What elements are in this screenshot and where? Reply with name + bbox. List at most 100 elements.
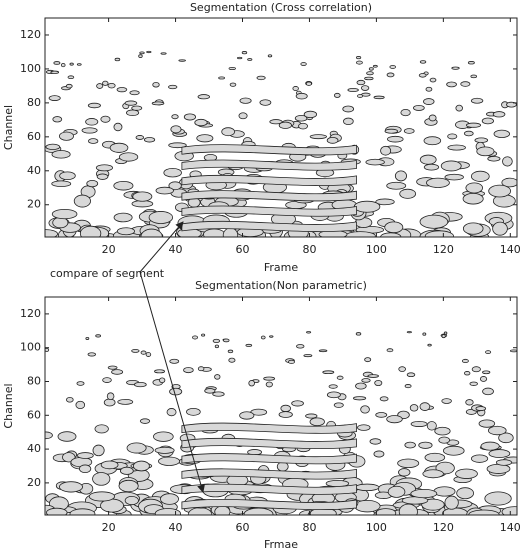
contour-blob (333, 92, 341, 98)
contour-blob (406, 331, 412, 334)
contour-blob (116, 87, 128, 93)
contour-blob (482, 370, 491, 375)
contour-blob (76, 452, 94, 459)
contour-blob (322, 370, 335, 375)
y-tick-label: 60 (27, 408, 41, 421)
contour-blob (269, 119, 283, 125)
y-tick-label: 100 (20, 62, 41, 75)
contour-blob (183, 367, 194, 374)
contour-blob (356, 60, 363, 65)
contour-blob (368, 67, 374, 71)
contour-blob (154, 446, 175, 454)
contour-blob (353, 200, 381, 213)
contour-blob (168, 181, 182, 191)
segment-band (181, 422, 357, 434)
contour-blob (470, 97, 484, 104)
contour-blob (124, 100, 138, 106)
contour-blob (280, 404, 291, 413)
contour-blob (493, 129, 510, 139)
contour-blob (400, 109, 411, 117)
contour-blob (60, 62, 66, 68)
contour-blob (169, 387, 183, 396)
contour-blob (214, 505, 231, 515)
contour-blob (146, 50, 152, 54)
contour-blob (295, 92, 308, 100)
contour-blob (247, 58, 253, 61)
contour-blob (426, 177, 450, 188)
contour-blob (46, 507, 68, 515)
segment-band (181, 144, 357, 156)
contour-blob (429, 77, 437, 83)
contour-blob (76, 63, 82, 66)
contour-blob (387, 135, 404, 143)
contour-blob (455, 104, 463, 112)
contour-blob (178, 59, 186, 62)
contour-blob (463, 130, 474, 137)
contour-blob (305, 413, 318, 419)
contour-blob (107, 82, 116, 89)
contour-blob (469, 381, 478, 386)
chart-title: Segmentation(Non parametric) (195, 279, 367, 292)
contour-blob (158, 456, 181, 466)
contour-blob (355, 382, 367, 390)
contour-blob (94, 424, 109, 434)
plot: 20 40 60 80 100 120 140 20 40 60 80 100 120 Segmentat… (2, 1, 521, 274)
contour-blob (228, 66, 236, 71)
contour-blob (85, 118, 99, 126)
contour-blob (336, 375, 344, 380)
contour-blob (342, 105, 355, 113)
x-tick-label: 100 (366, 243, 387, 256)
y-tick-label: 20 (27, 198, 41, 211)
x-tick-label: 120 (433, 521, 454, 534)
contour-blob (236, 56, 243, 60)
contour-blob (196, 134, 214, 143)
contour-blob (111, 369, 124, 375)
contour-blob (389, 65, 396, 69)
contour-blob (406, 372, 416, 378)
contour-blob (375, 412, 388, 418)
contour-blob (133, 382, 147, 388)
contour-blob (50, 70, 60, 74)
x-tick-label: 20 (102, 521, 116, 534)
segment-band (181, 468, 357, 480)
contour-blob (467, 61, 475, 65)
x-tick-label: 80 (302, 243, 316, 256)
contour-blob (153, 431, 174, 442)
contour-blob (433, 486, 456, 497)
contour-blob (88, 491, 116, 502)
contour-blob (119, 466, 134, 475)
contour-blob (361, 378, 371, 383)
contour-blob (354, 499, 381, 513)
contour-blob (373, 450, 385, 458)
contour-blob (419, 60, 427, 64)
contour-blob (506, 101, 517, 108)
contour-texture (45, 331, 517, 515)
x-axis-label: Frame (264, 261, 299, 274)
contour-blob (238, 112, 248, 120)
contour-blob (227, 349, 234, 354)
contour-blob (423, 136, 442, 146)
contour-blob (404, 384, 412, 389)
contour-blob (475, 406, 487, 411)
contour-blob (81, 127, 98, 134)
annotation-arrow (139, 271, 205, 493)
y-tick-label: 20 (27, 476, 41, 489)
contour-blob (373, 95, 385, 100)
contour-blob (465, 182, 483, 194)
contour-blob (201, 333, 206, 337)
contour-blob (443, 331, 448, 335)
contour-blob (479, 376, 488, 382)
contour-blob (461, 358, 469, 363)
contour-blob (463, 371, 471, 376)
contour-blob (245, 343, 253, 347)
contour-blob (214, 374, 221, 380)
contour-blob (422, 332, 427, 336)
contour-blob (69, 508, 96, 515)
contour-blob (357, 424, 371, 431)
contour-blob (203, 228, 226, 237)
contour-blob (413, 104, 425, 111)
contour-blob (241, 51, 248, 55)
contour-blob (423, 98, 435, 105)
contour-blob (194, 118, 208, 127)
